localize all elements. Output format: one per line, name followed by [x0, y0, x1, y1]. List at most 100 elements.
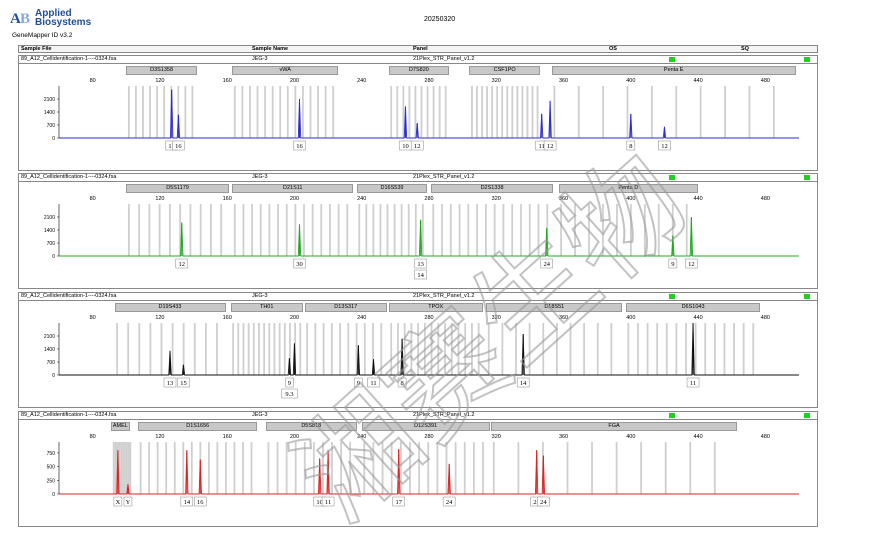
signal-trace — [59, 89, 799, 139]
allele-call-label: 24 — [543, 261, 550, 268]
x-tick-label: 320 — [492, 434, 501, 440]
allelic-bin — [210, 204, 212, 256]
allelic-bin — [444, 323, 446, 375]
allelic-bin — [135, 86, 137, 138]
allele-call-label: 14 — [417, 272, 424, 279]
allelic-bin — [237, 323, 240, 375]
allelic-bin — [704, 323, 707, 375]
allelic-bin — [168, 204, 171, 256]
allelic-bin — [123, 442, 126, 494]
allele-call-box — [392, 496, 405, 507]
allelic-bin — [602, 86, 605, 138]
allelic-bin — [225, 442, 227, 494]
allelic-bin — [560, 204, 562, 256]
allelic-bin — [414, 86, 417, 138]
allelic-bin — [372, 442, 375, 494]
allele-call-label: 10 — [402, 143, 409, 150]
allelic-bin — [464, 323, 467, 375]
allele-call-label: 12 — [414, 143, 421, 150]
allelic-bin — [596, 323, 599, 375]
allelic-bin — [247, 323, 250, 375]
x-tick-label: 200 — [290, 78, 299, 84]
allele-call-label: 14 — [520, 380, 527, 387]
allelic-bin — [546, 204, 549, 256]
allelic-bin — [656, 323, 659, 375]
allelic-bin — [271, 86, 274, 138]
allelic-bin — [349, 442, 352, 494]
allelic-bin — [496, 86, 499, 138]
allelic-bin — [283, 323, 286, 375]
allelic-bin — [487, 323, 490, 375]
allele-call-box — [410, 140, 424, 151]
electropherogram-panel-red: 89_A12_Cellidentification-1----0324.fsa J… — [18, 411, 818, 527]
allelic-bin — [476, 204, 479, 256]
sample-panel: 21Plex_STR_Panel_v1.2 — [413, 174, 475, 180]
allelic-bin — [268, 323, 271, 375]
allelic-bin — [347, 323, 350, 375]
x-tick-label: 200 — [290, 196, 299, 202]
allelic-bin — [277, 204, 279, 256]
allelic-bin — [426, 86, 429, 138]
allelic-bin — [671, 204, 674, 256]
allelic-bin — [158, 204, 161, 256]
allelic-bin — [506, 86, 509, 138]
allelic-bin — [112, 442, 115, 494]
allelic-bin — [149, 323, 152, 375]
allelic-bin — [414, 204, 417, 256]
allelic-bin — [160, 323, 163, 375]
allelic-bin — [129, 442, 132, 494]
x-tick-label: 480 — [761, 196, 770, 202]
col-sample-file: Sample File — [21, 46, 52, 52]
allelic-bin — [182, 442, 185, 494]
allelic-bin — [365, 204, 368, 256]
x-tick-label: 120 — [155, 315, 164, 321]
allelic-bin — [381, 442, 384, 494]
allelic-bin — [355, 323, 358, 375]
allelic-bin — [363, 442, 366, 494]
allelic-bin — [193, 323, 196, 375]
allelic-bin — [309, 86, 312, 138]
allelic-bin — [421, 204, 424, 256]
allelic-bin — [450, 323, 453, 375]
allele-call-box — [172, 140, 185, 151]
x-tick-label: 320 — [492, 78, 501, 84]
locus-csf1po: CSF1PO — [469, 66, 540, 75]
allele-call-label: 9 — [357, 380, 360, 387]
allelic-bin — [449, 204, 452, 256]
y-tick-label: 0 — [52, 492, 55, 498]
allele-call-label: 23 — [533, 499, 540, 506]
allelic-bin — [657, 204, 660, 256]
brand-line-2: Biosystems — [35, 17, 92, 28]
allelic-bin — [458, 204, 461, 256]
allele-call-label: 9 — [671, 261, 674, 268]
y-tick-label: 700 — [47, 123, 56, 129]
allele-call-label: 12 — [547, 143, 554, 150]
allelic-bin — [116, 323, 118, 375]
locus-d7s820: D7S820 — [388, 66, 450, 75]
allelic-bin — [526, 86, 529, 138]
sample-panel: 21Plex_STR_Panel_v1.2 — [413, 56, 475, 62]
allelic-bin — [471, 323, 473, 375]
allelic-bin — [379, 204, 382, 256]
allelic-bin — [694, 323, 697, 375]
allelic-bin — [637, 323, 639, 375]
allelic-bin — [516, 86, 519, 138]
sample-row: 89_A12_Cellidentification-1----0324.fsa J… — [19, 412, 817, 420]
allelic-bin — [252, 323, 255, 375]
allelic-bin — [294, 442, 297, 494]
x-tick-label: 480 — [761, 78, 770, 84]
allelic-bin — [407, 204, 410, 256]
allelic-bin — [207, 442, 210, 494]
allelic-bin — [156, 86, 159, 138]
allelic-bin — [278, 323, 281, 375]
sq-status-icon — [804, 175, 810, 180]
allelic-bin — [127, 442, 130, 494]
allelic-bin — [242, 204, 245, 256]
allelic-bin — [299, 323, 302, 375]
allelic-bin — [752, 323, 755, 375]
locus-d16s539: D16S539 — [356, 184, 428, 193]
allelic-bin — [742, 323, 745, 375]
allele-call-box — [414, 258, 427, 269]
software-version: GeneMapper ID v3.2 — [12, 32, 73, 39]
